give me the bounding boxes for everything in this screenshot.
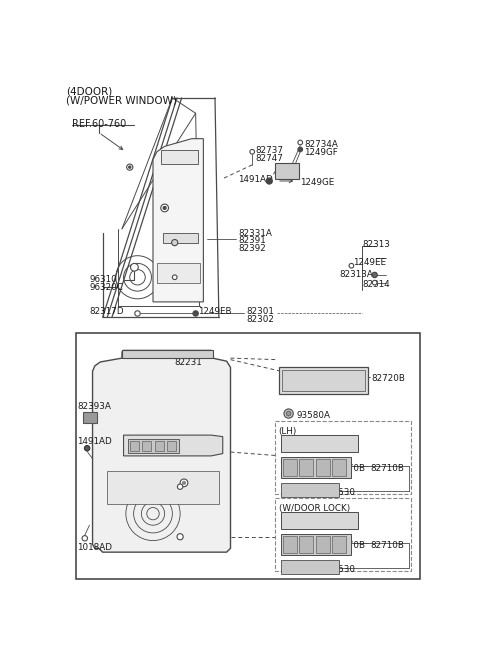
Circle shape xyxy=(177,534,183,540)
Text: 1491AD: 1491AD xyxy=(238,175,273,184)
Text: 82734A: 82734A xyxy=(304,140,338,149)
Circle shape xyxy=(250,149,254,154)
Text: 93530: 93530 xyxy=(327,488,355,497)
Circle shape xyxy=(135,310,140,316)
Bar xyxy=(276,498,411,571)
Polygon shape xyxy=(123,435,223,456)
Bar xyxy=(75,333,420,579)
Circle shape xyxy=(161,204,168,212)
Text: 82392: 82392 xyxy=(238,244,266,253)
Text: (W/DOOR LOCK): (W/DOOR LOCK) xyxy=(278,504,350,514)
Bar xyxy=(332,459,346,476)
Circle shape xyxy=(298,140,302,145)
Circle shape xyxy=(131,263,138,271)
Bar xyxy=(83,412,97,422)
Text: 1491AD: 1491AD xyxy=(77,437,112,445)
Text: 82710B: 82710B xyxy=(370,464,404,473)
Circle shape xyxy=(349,263,354,268)
Text: 82747: 82747 xyxy=(255,154,283,163)
Bar xyxy=(300,459,313,476)
Bar xyxy=(276,163,299,179)
Circle shape xyxy=(172,275,177,280)
Bar xyxy=(278,367,368,394)
Bar xyxy=(300,536,313,553)
Bar xyxy=(316,536,330,553)
Text: 82710B: 82710B xyxy=(370,540,404,550)
Bar xyxy=(281,457,350,478)
Text: 93580A: 93580A xyxy=(296,411,330,421)
Circle shape xyxy=(284,409,293,418)
Bar xyxy=(157,263,200,283)
Bar xyxy=(283,459,297,476)
Text: 82313: 82313 xyxy=(362,240,390,250)
Text: 82317D: 82317D xyxy=(89,307,124,316)
Bar xyxy=(281,435,359,452)
Text: 1018AD: 1018AD xyxy=(77,543,112,552)
Text: 82393A: 82393A xyxy=(77,402,111,411)
Circle shape xyxy=(372,272,377,278)
Text: 82313A: 82313A xyxy=(339,270,373,278)
Text: 1249EE: 1249EE xyxy=(353,258,386,267)
Circle shape xyxy=(82,536,87,541)
Text: 93530: 93530 xyxy=(327,565,355,574)
Circle shape xyxy=(286,411,291,416)
Bar xyxy=(276,421,411,495)
Text: 82391: 82391 xyxy=(238,236,266,246)
Bar xyxy=(107,472,219,504)
Text: (W/POWER WINDOW): (W/POWER WINDOW) xyxy=(66,96,177,105)
Text: 1249EB: 1249EB xyxy=(198,307,231,316)
Circle shape xyxy=(182,481,186,485)
Text: 82737: 82737 xyxy=(255,146,283,155)
Bar xyxy=(332,536,346,553)
Text: 82314: 82314 xyxy=(362,280,390,290)
Circle shape xyxy=(298,147,302,152)
Text: 96310: 96310 xyxy=(89,275,117,284)
Circle shape xyxy=(266,178,272,184)
Bar xyxy=(281,560,339,574)
Text: 82231: 82231 xyxy=(175,358,203,367)
Text: 82331A: 82331A xyxy=(238,229,272,238)
Bar xyxy=(163,233,198,244)
Bar xyxy=(167,441,176,451)
Text: 96320C: 96320C xyxy=(89,283,123,291)
Text: 93570B: 93570B xyxy=(331,540,365,550)
Circle shape xyxy=(127,164,133,170)
Circle shape xyxy=(163,206,166,210)
Bar xyxy=(283,536,297,553)
Bar xyxy=(282,371,365,391)
Polygon shape xyxy=(153,139,204,302)
Bar xyxy=(161,150,198,164)
Circle shape xyxy=(372,280,377,285)
Bar xyxy=(281,534,350,555)
Circle shape xyxy=(172,240,178,246)
Bar xyxy=(281,483,339,496)
Polygon shape xyxy=(93,350,230,552)
Text: 82315A: 82315A xyxy=(168,491,203,500)
Text: REF.60-760: REF.60-760 xyxy=(72,119,126,128)
Bar xyxy=(128,439,179,453)
Circle shape xyxy=(180,479,188,487)
Bar xyxy=(316,459,330,476)
Bar xyxy=(281,512,359,529)
Text: 1249GE: 1249GE xyxy=(300,178,335,187)
Circle shape xyxy=(129,166,131,168)
Circle shape xyxy=(84,445,90,451)
Text: 82302: 82302 xyxy=(246,315,274,324)
Text: 82301: 82301 xyxy=(246,307,274,316)
Bar xyxy=(155,441,164,451)
Text: (LH): (LH) xyxy=(278,428,297,436)
Text: (4DOOR): (4DOOR) xyxy=(66,86,112,96)
Bar xyxy=(122,350,213,358)
Circle shape xyxy=(178,484,183,489)
Bar xyxy=(130,441,139,451)
Text: 93570B: 93570B xyxy=(331,464,365,473)
Bar xyxy=(142,441,152,451)
Text: 82241: 82241 xyxy=(175,350,203,360)
Text: 82720B: 82720B xyxy=(372,373,406,383)
Text: 1249GF: 1249GF xyxy=(304,148,338,157)
Circle shape xyxy=(193,310,198,316)
